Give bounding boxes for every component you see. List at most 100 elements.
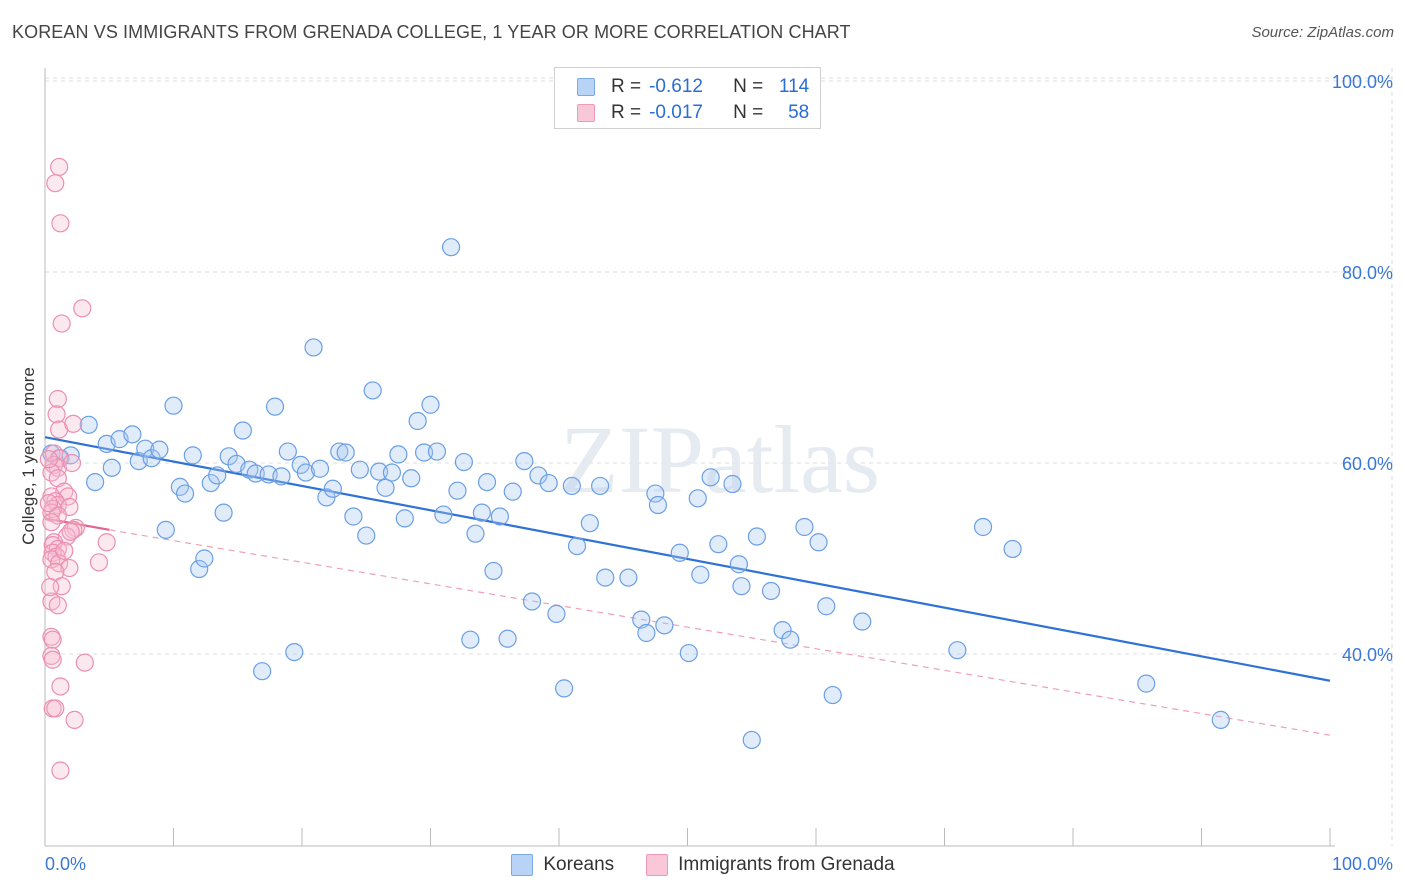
point-koreans xyxy=(434,505,453,524)
legend-item-koreans[interactable]: Koreans xyxy=(511,854,614,876)
point-koreans xyxy=(402,469,421,488)
point-koreans xyxy=(477,473,497,492)
point-koreans xyxy=(214,503,233,522)
legend-r-label: R = xyxy=(611,76,642,97)
legend-n-label: N = xyxy=(733,102,764,123)
point-koreans xyxy=(529,466,548,485)
point-grenada xyxy=(39,450,58,469)
watermark: ZIPatlas xyxy=(560,406,880,513)
point-grenada xyxy=(42,513,61,532)
point-koreans xyxy=(285,642,304,662)
point-koreans xyxy=(427,442,447,461)
point-koreans xyxy=(596,568,615,587)
grid-lines xyxy=(45,68,1393,846)
point-koreans xyxy=(323,479,342,498)
legend-r-label: R = xyxy=(611,102,642,123)
source-label: Source: ZipAtlas.com xyxy=(1251,24,1394,41)
y-tick-label: 60.0% xyxy=(1342,454,1393,474)
point-grenada xyxy=(52,314,71,333)
point-koreans xyxy=(823,685,842,705)
point-koreans xyxy=(547,604,566,623)
point-koreans xyxy=(688,489,707,508)
legend-item-grenada[interactable]: Immigrants from Grenada xyxy=(646,854,895,876)
point-koreans xyxy=(773,621,792,640)
point-koreans xyxy=(490,507,509,526)
point-koreans xyxy=(382,463,402,482)
point-koreans xyxy=(86,473,105,492)
point-grenada xyxy=(64,520,83,539)
point-koreans xyxy=(441,238,461,257)
point-koreans xyxy=(1003,539,1022,559)
point-grenada xyxy=(46,699,65,718)
point-koreans xyxy=(233,421,252,440)
point-grenada xyxy=(39,494,58,513)
point-koreans xyxy=(421,395,440,414)
point-koreans xyxy=(195,549,214,568)
point-koreans xyxy=(562,476,581,496)
legend-r-value: -0.612 xyxy=(649,76,703,97)
point-koreans xyxy=(655,616,674,635)
point-koreans xyxy=(201,473,220,493)
point-koreans xyxy=(246,464,265,483)
point-koreans xyxy=(150,440,169,459)
point-koreans xyxy=(344,507,363,526)
point-grenada xyxy=(64,414,83,433)
point-grenada xyxy=(48,596,67,615)
trend-line-extension xyxy=(109,529,1331,736)
point-koreans xyxy=(632,610,651,629)
point-grenada xyxy=(65,710,84,729)
point-grenada xyxy=(75,653,94,672)
point-koreans xyxy=(472,503,491,522)
point-koreans xyxy=(948,641,967,660)
legend-r-value: -0.017 xyxy=(649,102,703,123)
point-koreans xyxy=(973,517,993,537)
point-koreans xyxy=(79,415,98,434)
point-koreans xyxy=(637,623,656,643)
point-koreans xyxy=(461,630,480,649)
point-grenada xyxy=(73,299,92,318)
point-koreans xyxy=(732,577,751,596)
legend-row-grenada: R = -0.017 N = 58 xyxy=(577,101,809,125)
point-grenada xyxy=(41,578,60,597)
point-koreans xyxy=(136,439,155,458)
legend-swatch-blue xyxy=(577,78,595,96)
point-koreans xyxy=(278,442,297,461)
point-koreans xyxy=(723,474,742,494)
point-koreans xyxy=(761,581,781,601)
point-koreans xyxy=(183,446,202,465)
legend-swatch-blue xyxy=(511,854,534,876)
point-koreans xyxy=(729,555,749,574)
tick-labels: 40.0% 60.0% 80.0% 100.0% 0.0% 100.0% xyxy=(45,72,1393,874)
point-koreans xyxy=(310,459,330,478)
point-koreans xyxy=(742,730,761,750)
point-grenada xyxy=(62,453,82,473)
point-koreans xyxy=(156,520,175,539)
point-koreans xyxy=(648,495,668,515)
point-koreans xyxy=(304,338,323,357)
point-grenada xyxy=(89,553,109,572)
point-koreans xyxy=(484,561,503,581)
point-koreans xyxy=(190,559,209,579)
legend-label-koreans: Koreans xyxy=(543,854,615,875)
point-grenada xyxy=(48,389,67,409)
point-koreans xyxy=(376,478,395,497)
legend-label-grenada: Immigrants from Grenada xyxy=(678,854,895,875)
point-grenada xyxy=(50,157,69,177)
trend-line xyxy=(44,436,1331,682)
point-grenada xyxy=(43,630,62,649)
series-legend: Koreans Immigrants from Grenada xyxy=(0,852,1406,878)
point-koreans xyxy=(817,597,836,616)
point-grenada xyxy=(55,541,74,560)
point-koreans xyxy=(515,451,534,471)
point-grenada xyxy=(48,506,67,525)
point-koreans xyxy=(591,476,610,496)
y-tick-label: 40.0% xyxy=(1342,645,1393,665)
point-koreans xyxy=(539,473,558,493)
point-koreans xyxy=(370,462,389,481)
point-koreans xyxy=(670,543,689,562)
point-koreans xyxy=(619,568,638,587)
x-tick-label: 100.0% xyxy=(1332,854,1393,874)
point-koreans xyxy=(336,443,355,462)
x-tick-label: 0.0% xyxy=(45,854,86,874)
point-koreans xyxy=(408,411,427,431)
